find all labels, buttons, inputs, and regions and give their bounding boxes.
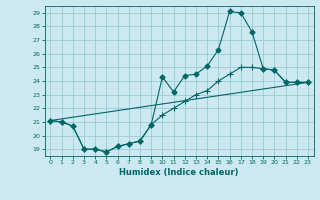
X-axis label: Humidex (Indice chaleur): Humidex (Indice chaleur) bbox=[119, 168, 239, 177]
